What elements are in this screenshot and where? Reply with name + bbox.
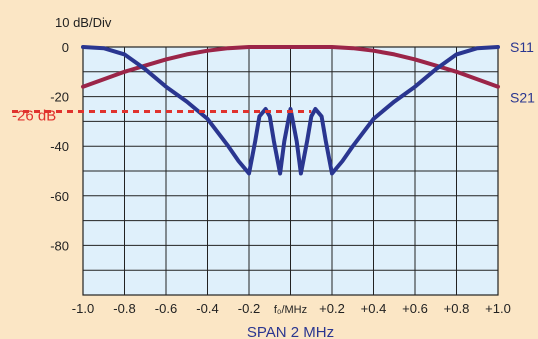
- x-tick-label: +0.6: [402, 301, 428, 316]
- x-tick-label: -0.6: [155, 301, 177, 316]
- series-line-s11: [81, 45, 500, 176]
- marker-group: -26 dB: [12, 107, 312, 124]
- y-tick-label: -60: [50, 189, 69, 204]
- x-tick-label: -1.0: [72, 301, 94, 316]
- y-tick-label: -40: [50, 139, 69, 154]
- y-tick-label: 0: [62, 40, 69, 55]
- x-tick-label: +0.2: [319, 301, 345, 316]
- series-label-s21: S21: [510, 90, 535, 106]
- x-tick-label: +1.0: [485, 301, 511, 316]
- marker-label: -26 dB: [12, 107, 56, 124]
- data-curves: [81, 45, 500, 176]
- series-line-s21: [81, 45, 500, 89]
- tick-labels: 0 -20 -40 -60 -80 -1.0 -0.8 -0.6 -0.4 -0.2 +0.2 +0.…: [50, 40, 511, 316]
- x-tick-label: -0.4: [196, 301, 218, 316]
- x-tick-label: +0.8: [444, 301, 470, 316]
- x-tick-label: +0.4: [361, 301, 387, 316]
- series-label-s11: S11: [510, 39, 534, 55]
- x-center-label: f₀/MHz: [274, 304, 307, 316]
- x-tick-label: -0.8: [113, 301, 135, 316]
- x-axis-label: SPAN 2 MHz: [247, 324, 334, 339]
- x-tick-label: -0.2: [238, 301, 260, 316]
- y-tick-label: -20: [50, 90, 69, 105]
- y-tick-label: -80: [50, 238, 69, 253]
- y-scale-label: 10 dB/Div: [55, 15, 112, 30]
